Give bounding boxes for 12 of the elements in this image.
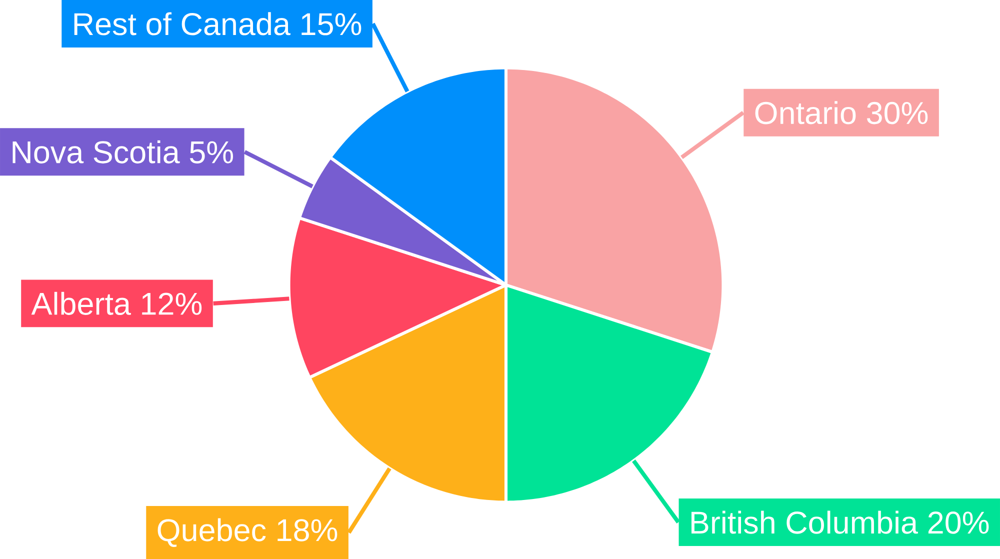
data-label: 20% bbox=[928, 511, 989, 534]
data-label: 18% bbox=[278, 518, 338, 542]
slice-label: British Columbia bbox=[692, 510, 918, 534]
data-label: 15% bbox=[302, 13, 362, 36]
slice-label: Alberta bbox=[31, 292, 131, 315]
slice-label: Quebec bbox=[158, 518, 266, 547]
data-label: 5% bbox=[190, 141, 233, 164]
slice-label: Rest of Canada bbox=[74, 12, 290, 36]
slice-label: Ontario bbox=[755, 100, 856, 124]
data-label: 30% bbox=[866, 102, 928, 124]
data-label: 12% bbox=[142, 292, 202, 315]
slice-label: Nova Scotia bbox=[12, 140, 180, 164]
